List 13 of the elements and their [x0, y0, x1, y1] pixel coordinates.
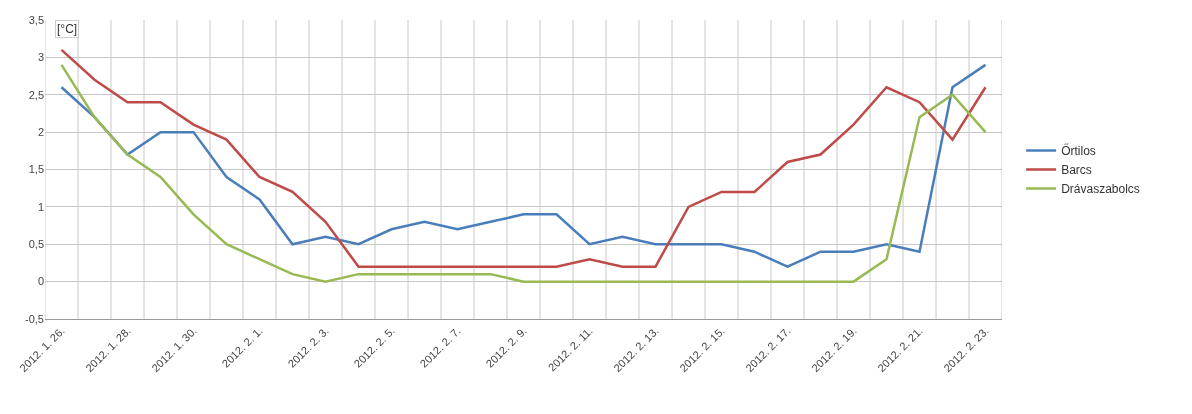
y-tick-label: 2 [37, 125, 44, 138]
y-tick-label: 1 [37, 200, 44, 213]
y-axis-title: [°C] [57, 22, 78, 36]
y-tick-label: 0,5 [28, 238, 44, 251]
y-tick-label: -0,5 [25, 312, 44, 325]
y-tick-label: 3,5 [28, 13, 44, 26]
legend-label: Őrtilos [1061, 143, 1096, 159]
y-tick-label: 1,5 [28, 163, 44, 176]
y-tick-label: 3 [37, 51, 44, 64]
y-tick-label: 2,5 [28, 88, 44, 101]
legend-label: Barcs [1061, 163, 1092, 178]
y-tick-label: 0 [37, 275, 44, 288]
legend-label: Drávaszabolcs [1061, 182, 1140, 197]
